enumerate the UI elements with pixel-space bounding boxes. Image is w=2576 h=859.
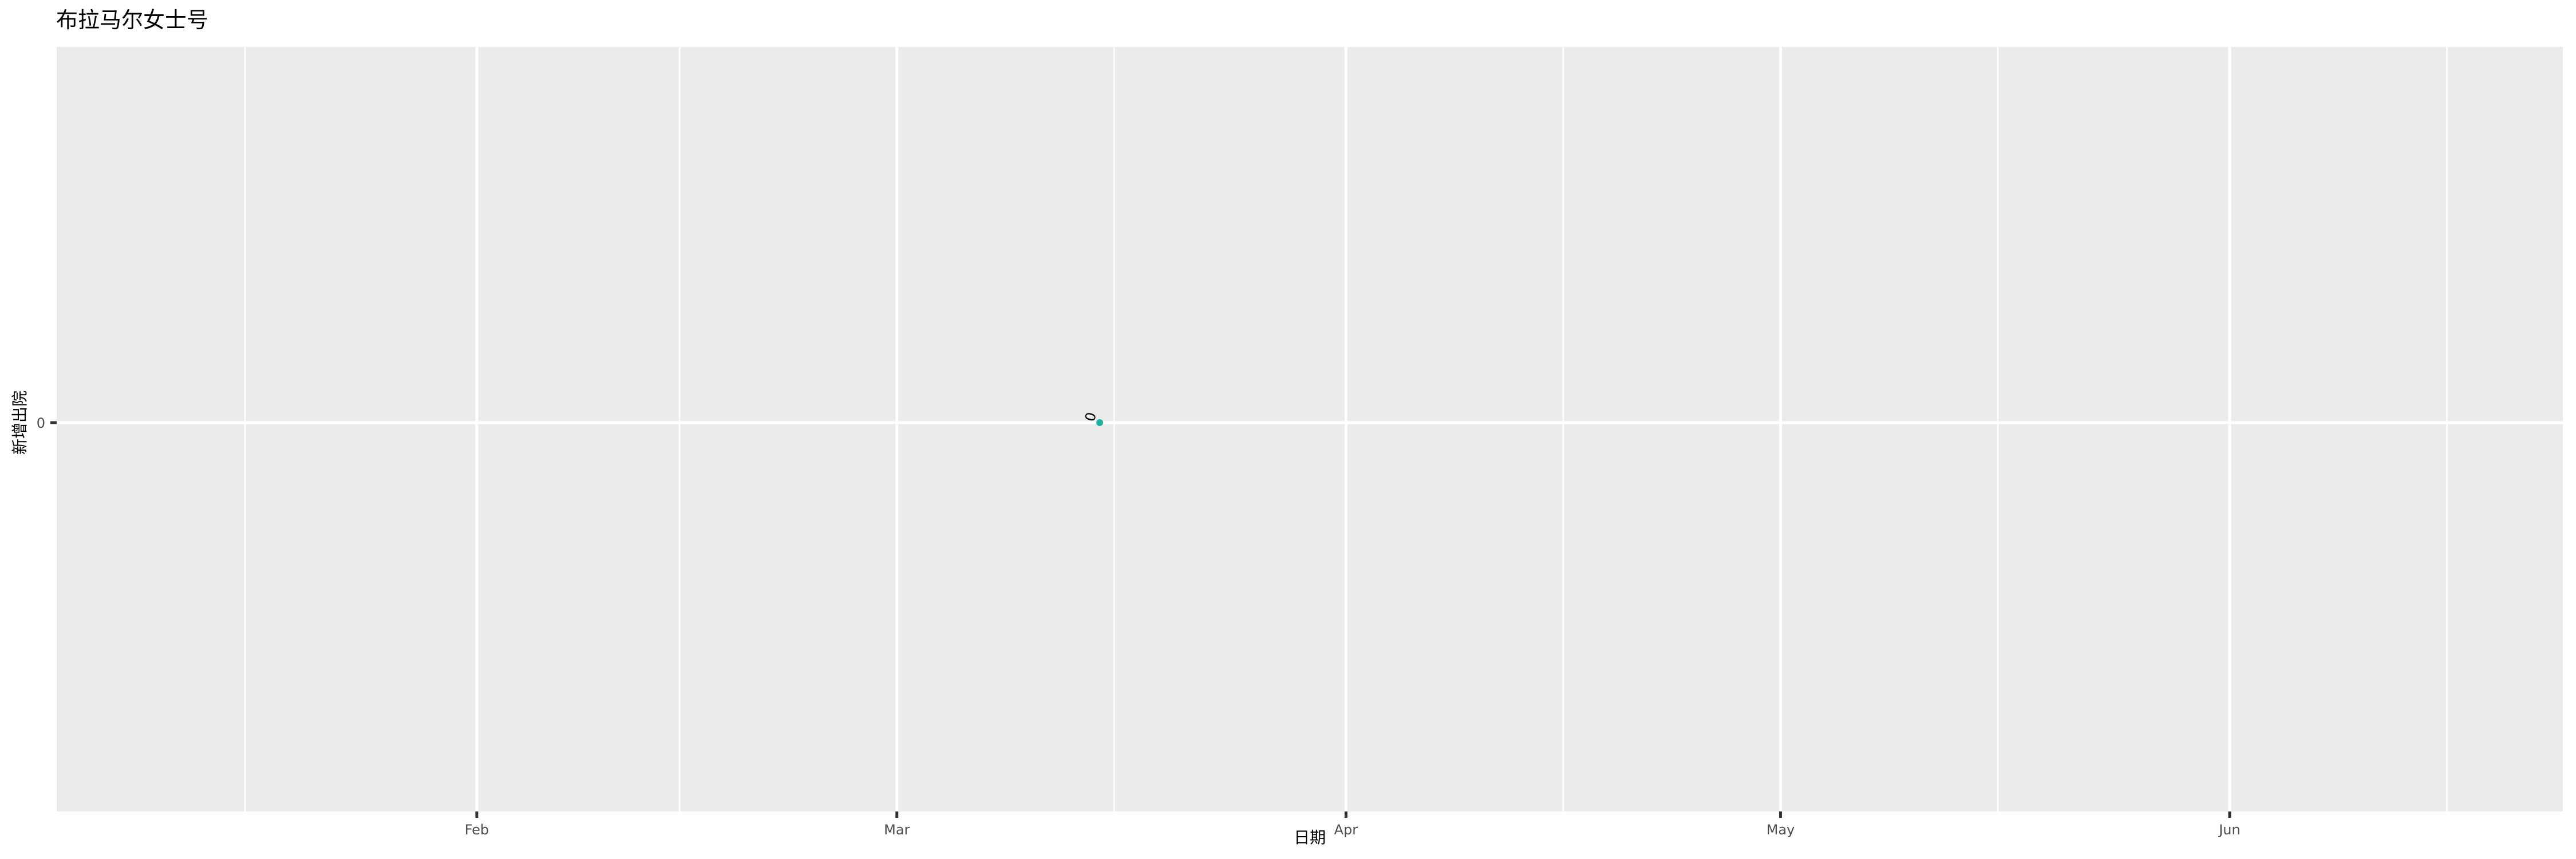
y-axis: 0: [37, 415, 57, 431]
x-tick-label: Jun: [2218, 822, 2241, 838]
plot-panel: [57, 47, 2563, 811]
chart-title: 布拉马尔女士号: [56, 7, 208, 33]
x-axis: Feb Mar Apr May Jun: [465, 811, 2241, 838]
data-points: 0: [1082, 411, 1104, 426]
y-tick-label: 0: [37, 415, 45, 431]
x-tick-label: May: [1767, 822, 1795, 838]
x-tick-label: Mar: [884, 822, 910, 838]
y-axis-title: 新增出院: [10, 391, 29, 455]
minor-gridlines: [244, 47, 2448, 811]
x-tick-label: Feb: [465, 822, 489, 838]
data-point: [1096, 419, 1104, 426]
x-tick-label: Apr: [1334, 822, 1358, 838]
x-axis-title: 日期: [1294, 828, 1326, 847]
data-label: 0: [1082, 411, 1100, 423]
major-gridlines: [57, 47, 2563, 811]
